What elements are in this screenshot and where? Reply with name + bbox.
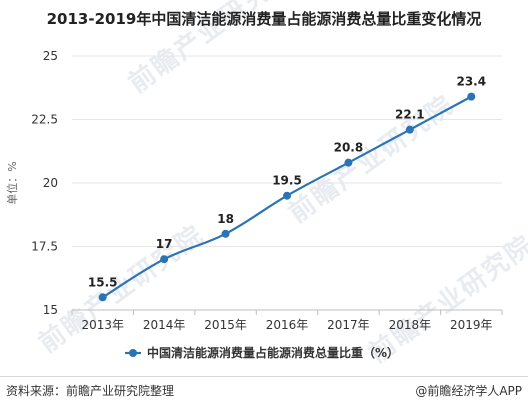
data-label: 18 xyxy=(217,212,234,226)
data-label: 23.4 xyxy=(456,75,486,89)
y-tick-label: 25 xyxy=(43,49,58,63)
footer-divider xyxy=(0,376,528,377)
x-tick-label: 2018年 xyxy=(389,318,432,332)
y-tick-label: 20 xyxy=(43,176,58,190)
data-label: 15.5 xyxy=(88,275,118,289)
x-tick-label: 2013年 xyxy=(81,318,124,332)
data-point xyxy=(283,191,291,200)
legend-marker xyxy=(129,349,137,357)
data-label: 20.8 xyxy=(334,141,364,155)
data-label: 22.1 xyxy=(395,108,425,122)
footer-brand: @前瞻经济学人APP xyxy=(415,384,522,398)
x-tick-label: 2016年 xyxy=(266,318,309,332)
data-point xyxy=(98,293,107,302)
data-label: 17 xyxy=(156,237,173,251)
chart-title: 2013-2019年中国清洁能源消费量占能源消费总量比重变化情况 xyxy=(46,10,482,28)
y-tick-label: 15 xyxy=(43,303,58,317)
data-point xyxy=(160,255,169,264)
data-point xyxy=(405,125,414,134)
data-point xyxy=(221,229,230,238)
footer-source: 资料来源：前瞻产业研究院整理 xyxy=(6,384,175,398)
x-tick-label: 2015年 xyxy=(204,318,247,332)
x-tick-label: 2019年 xyxy=(450,318,493,332)
legend-label: 中国清洁能源消费量占能源消费总量比重（%） xyxy=(147,345,399,360)
y-axis-label: 单位：% xyxy=(5,161,19,204)
x-tick-label: 2014年 xyxy=(143,318,186,332)
y-tick-label: 17.5 xyxy=(31,240,58,254)
data-point xyxy=(344,158,353,167)
data-point xyxy=(467,92,476,101)
x-tick-label: 2017年 xyxy=(327,318,370,332)
data-label: 19.5 xyxy=(272,174,302,188)
y-tick-label: 22.5 xyxy=(31,113,58,127)
